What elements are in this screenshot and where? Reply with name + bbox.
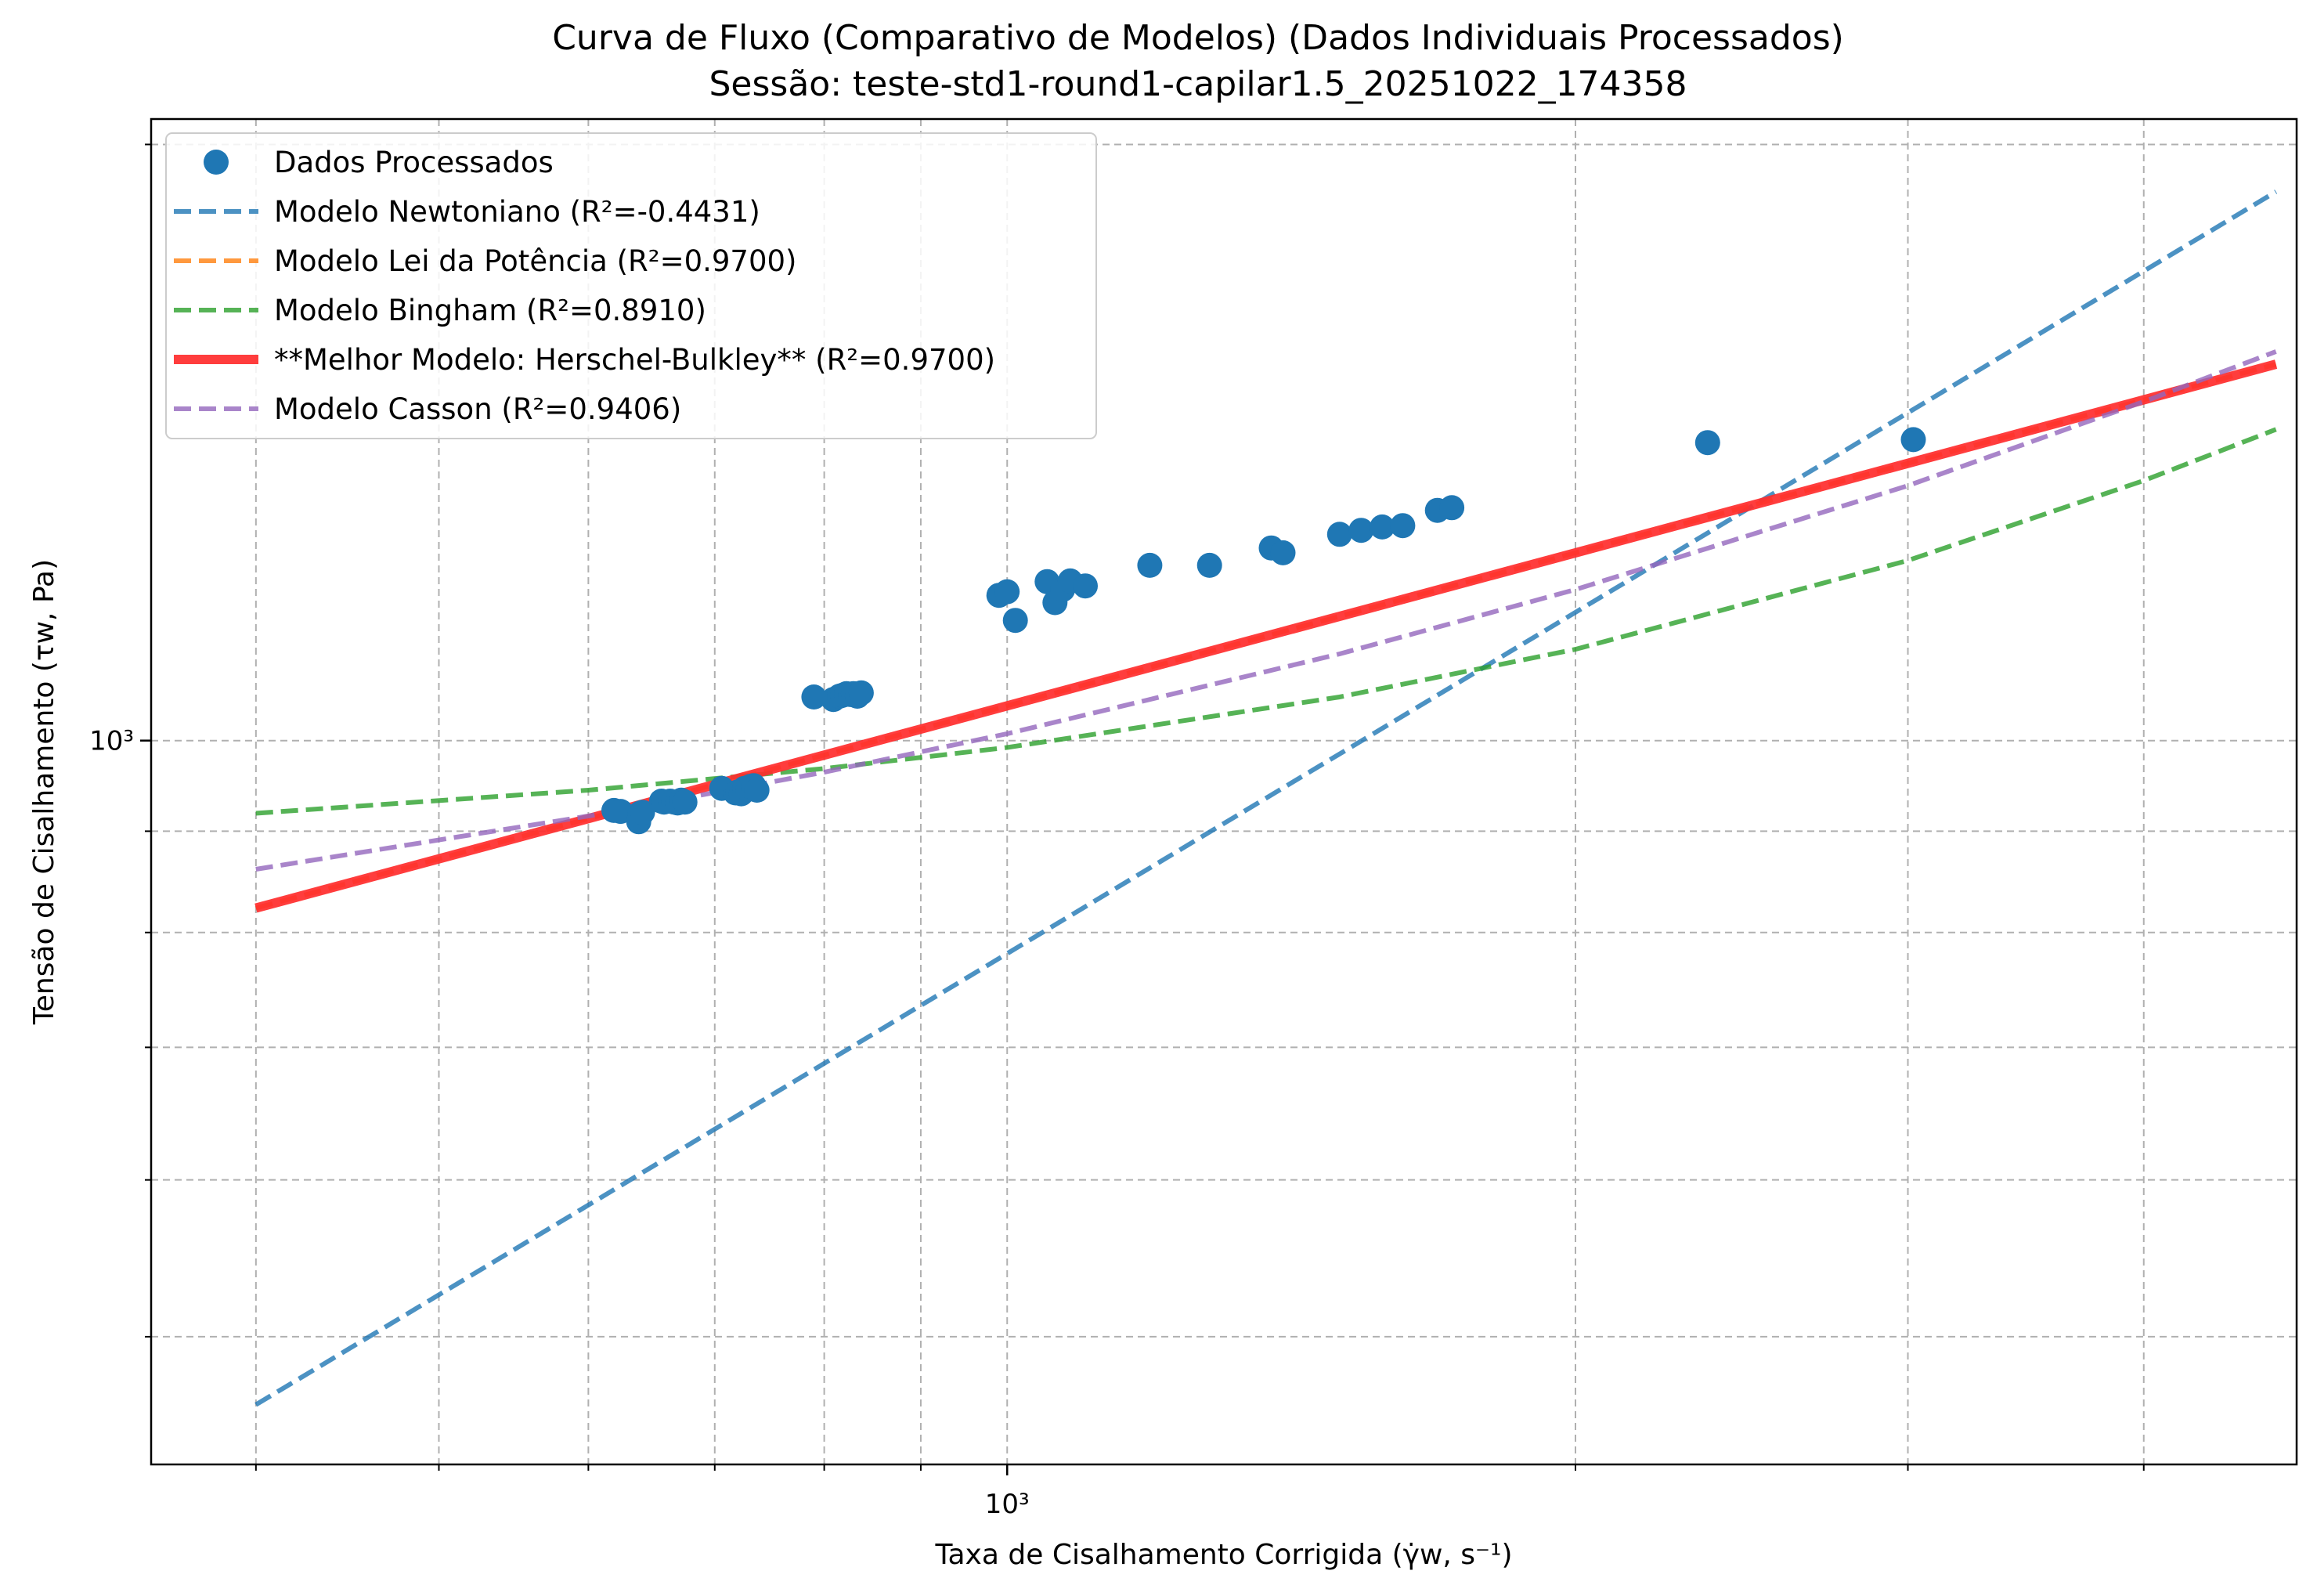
data-point [801, 684, 827, 710]
data-point [1694, 430, 1720, 456]
chart-subtitle: Sessão: teste-std1-round1-capilar1.5_202… [709, 64, 1687, 104]
data-point [1439, 495, 1465, 521]
legend-label: Modelo Bingham (R²=0.8910) [274, 294, 706, 327]
data-point [1348, 518, 1374, 543]
plot-area-border [150, 117, 2298, 1466]
data-point [744, 778, 770, 803]
data-point [1196, 552, 1222, 578]
data-point [1270, 540, 1296, 565]
model-line-2 [255, 427, 2277, 816]
x-tick-label: 10³ [985, 1489, 1030, 1520]
y-axis-label: Tensão de Cisalhamento (τw, Pa) [28, 559, 60, 1025]
model-line-0 [254, 190, 2278, 1407]
data-point [608, 799, 633, 825]
legend: Dados Processados Modelo Newtoniano (R²=-… [165, 132, 1097, 439]
chart-title: Curva de Fluxo (Comparativo de Modelos) … [552, 18, 1844, 58]
data-point [630, 800, 655, 825]
data-point [672, 789, 698, 815]
data-point [848, 680, 874, 706]
data-point [1073, 573, 1098, 599]
axes-frame [150, 117, 2298, 1466]
y-tick-label: 10³ [89, 726, 134, 757]
data-point [1137, 552, 1163, 578]
data-points [601, 427, 1926, 835]
data-point [1900, 427, 1926, 453]
legend-label: Modelo Casson (R²=0.9406) [274, 392, 681, 426]
data-point [994, 579, 1020, 605]
data-point [1390, 513, 1416, 539]
data-point [1326, 522, 1352, 547]
legend-label: Modelo Newtoniano (R²=-0.4431) [274, 195, 760, 229]
legend-label: Modelo Lei da Potência (R²=0.9700) [274, 244, 796, 278]
data-point [1370, 514, 1395, 540]
legend-label: Dados Processados [274, 146, 554, 179]
legend-label: **Melhor Modelo: Herschel-Bulkley** (R²=… [274, 343, 995, 377]
legend-box [165, 132, 1097, 439]
x-axis-label: Taxa de Cisalhamento Corrigida (γ̇w, s⁻¹… [934, 1539, 1512, 1571]
ticks: 10³ 10³ [89, 143, 2145, 1520]
legend-marker-icon [204, 150, 229, 175]
data-point [1002, 608, 1028, 634]
